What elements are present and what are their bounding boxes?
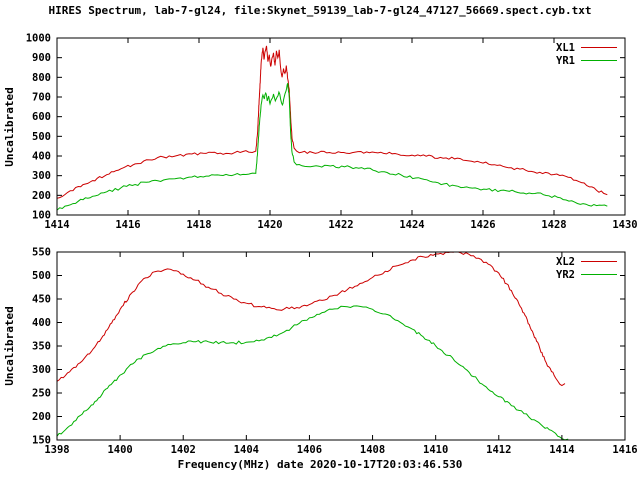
y-axis-ticks: 150 200 250 300 350 400 450 500 550 bbox=[32, 247, 625, 447]
y-tick-label: 900 bbox=[32, 52, 51, 64]
x-tick-label: 1414 bbox=[44, 219, 69, 231]
x-tick-label: 1416 bbox=[612, 444, 637, 456]
x-tick-label: 1398 bbox=[44, 444, 69, 456]
series-line-YR2 bbox=[57, 305, 569, 440]
x-tick-label: 1430 bbox=[612, 219, 637, 231]
x-tick-label: 1402 bbox=[171, 444, 196, 456]
y-tick-label: 500 bbox=[32, 270, 51, 282]
y-tick-label: 700 bbox=[32, 92, 51, 104]
x-tick-label: 1410 bbox=[423, 444, 448, 456]
y-tick-label: 200 bbox=[32, 411, 51, 423]
y-tick-label: 200 bbox=[32, 190, 51, 202]
y-tick-label: 300 bbox=[32, 170, 51, 182]
panel-top: 1414 1416 1418 1420 1422 1424 1426 1428 1430 100 2… bbox=[26, 33, 638, 232]
y-axis-ticks: 100 200 300 400 500 600 700 800 900 1000 bbox=[26, 33, 625, 222]
panel-bottom: 1398 1400 1402 1404 1406 1408 1410 1412 1414 1416… bbox=[32, 247, 638, 457]
y-tick-label: 450 bbox=[32, 294, 51, 306]
y-tick-label: 500 bbox=[32, 131, 51, 143]
x-tick-label: 1406 bbox=[297, 444, 322, 456]
y-tick-label: 350 bbox=[32, 341, 51, 353]
y-tick-label: 550 bbox=[32, 247, 51, 259]
x-tick-label: 1428 bbox=[541, 219, 566, 231]
x-tick-label: 1416 bbox=[115, 219, 140, 231]
y-tick-label: 300 bbox=[32, 364, 51, 376]
x-tick-label: 1400 bbox=[107, 444, 132, 456]
x-tick-label: 1418 bbox=[186, 219, 211, 231]
y-tick-label: 600 bbox=[32, 111, 51, 123]
x-axis-ticks: 1414 1416 1418 1420 1422 1424 1426 1428 1430 bbox=[44, 38, 638, 231]
x-tick-label: 1408 bbox=[360, 444, 385, 456]
chart-title: HIRES Spectrum, lab-7-gl24, file:Skynet_… bbox=[48, 4, 592, 17]
x-tick-label: 1426 bbox=[470, 219, 495, 231]
x-tick-label: 1422 bbox=[328, 219, 353, 231]
y-tick-label: 100 bbox=[32, 210, 51, 222]
x-axis-ticks: 1398 1400 1402 1404 1406 1408 1410 1412 1414 1416 bbox=[44, 252, 638, 456]
legend-label-YR2: YR2 bbox=[556, 269, 575, 281]
legend-label-YR1: YR1 bbox=[556, 55, 575, 67]
legend-label-XL1: XL1 bbox=[556, 42, 575, 54]
y-tick-label: 150 bbox=[32, 435, 51, 447]
x-tick-label: 1412 bbox=[486, 444, 511, 456]
series-line-YR1 bbox=[57, 83, 608, 211]
x-axis-label: Frequency(MHz) date 2020-10-17T20:03:46.… bbox=[177, 458, 463, 471]
series-line-XL1 bbox=[57, 45, 608, 199]
y-tick-label: 400 bbox=[32, 317, 51, 329]
y-tick-label: 400 bbox=[32, 151, 51, 163]
legend-label-XL2: XL2 bbox=[556, 256, 575, 268]
y-tick-label: 1000 bbox=[26, 33, 51, 45]
plot-border bbox=[56, 37, 626, 216]
y-tick-label: 250 bbox=[32, 388, 51, 400]
x-tick-label: 1424 bbox=[399, 219, 424, 231]
x-tick-label: 1420 bbox=[257, 219, 282, 231]
series-line-XL2 bbox=[57, 252, 566, 387]
x-tick-label: 1404 bbox=[234, 444, 259, 456]
x-tick-label: 1414 bbox=[549, 444, 574, 456]
y-tick-label: 800 bbox=[32, 72, 51, 84]
